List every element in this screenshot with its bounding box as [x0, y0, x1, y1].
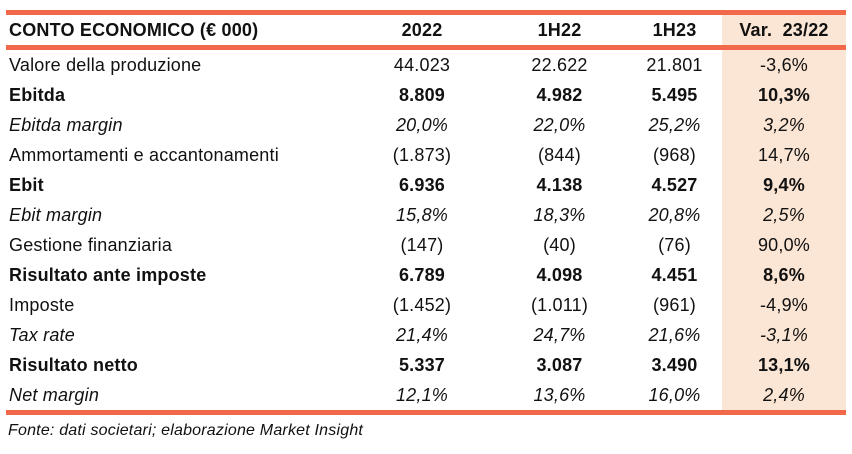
row-value-var: 14,7% [722, 140, 846, 170]
row-label: Tax rate [9, 324, 75, 345]
table-row: Imposte (1.452) (1.011) (961) -4,9% [6, 290, 846, 320]
row-label: Ebitda [9, 84, 66, 105]
row-value-var: 3,2% [722, 110, 846, 140]
row-value: 21.801 [646, 54, 703, 75]
row-label: Ebit margin [9, 204, 103, 225]
row-value-var: 9,4% [722, 170, 846, 200]
row-value: 24,7% [533, 324, 586, 345]
row-value-var: 8,6% [722, 260, 846, 290]
row-value: 13,6% [533, 384, 586, 405]
row-value: 21,6% [648, 324, 701, 345]
row-value-var: 2,5% [722, 200, 846, 230]
row-value: 5.337 [398, 354, 446, 375]
row-label: Imposte [9, 294, 75, 315]
row-value: 18,3% [533, 204, 586, 225]
row-value: 4.982 [536, 84, 583, 105]
table-bottom-border [6, 410, 846, 415]
row-value: 12,1% [395, 384, 449, 405]
row-value: 4.527 [651, 174, 698, 195]
row-label: Risultato netto [9, 354, 138, 375]
table-row: Valore della produzione 44.023 22.622 21.80… [6, 50, 846, 80]
income-statement-table: CONTO ECONOMICO (€ 000) 2022 1H22 1H23 V… [6, 10, 846, 415]
table-row: Net margin 12,1% 13,6% 16,0% 2,4% [6, 380, 846, 410]
table-title: CONTO ECONOMICO (€ 000) [9, 19, 259, 40]
row-value-var: -3,6% [722, 50, 846, 80]
column-header-1h23: 1H23 [652, 19, 697, 40]
row-value-var: -4,9% [722, 290, 846, 320]
row-value: 21,4% [395, 324, 449, 345]
row-value: 3.087 [536, 354, 583, 375]
row-value: 20,8% [648, 204, 701, 225]
row-value: 4.098 [536, 264, 583, 285]
table-row: Tax rate 21,4% 24,7% 21,6% -3,1% [6, 320, 846, 350]
row-label: Net margin [9, 384, 100, 405]
row-value-var: 10,3% [722, 80, 846, 110]
row-value: 4.138 [536, 174, 583, 195]
table-row: Ebitda margin 20,0% 22,0% 25,2% 3,2% [6, 110, 846, 140]
row-label: Ammortamenti e accantonamenti [9, 144, 279, 165]
row-value: 6.789 [398, 264, 446, 285]
row-value: 16,0% [648, 384, 701, 405]
row-value: (40) [543, 234, 576, 255]
table-row: Risultato ante imposte 6.789 4.098 4.451 8,6… [6, 260, 846, 290]
table-row: Ebit margin 15,8% 18,3% 20,8% 2,5% [6, 200, 846, 230]
row-value: 4.451 [651, 264, 698, 285]
row-label: Ebitda margin [9, 114, 123, 135]
row-label: Risultato ante imposte [9, 264, 207, 285]
row-value: 8.809 [398, 84, 446, 105]
row-value-var: -3,1% [722, 320, 846, 350]
table-row: Ebit 6.936 4.138 4.527 9,4% [6, 170, 846, 200]
row-value: (1.011) [530, 294, 589, 315]
row-value: 20,0% [395, 114, 449, 135]
row-value-var: 2,4% [722, 380, 846, 410]
row-value: 5.495 [651, 84, 698, 105]
header-divider [6, 45, 846, 50]
row-value: (76) [658, 234, 691, 255]
row-value: (844) [537, 144, 582, 165]
source-note: Fonte: dati societari; elaborazione Mark… [8, 422, 364, 439]
row-value: (1.873) [392, 144, 452, 165]
column-header-var: Var. 23/22 [722, 15, 846, 45]
row-value: (961) [652, 294, 697, 315]
row-value-var: 90,0% [722, 230, 846, 260]
table-top-border [6, 10, 846, 15]
row-label: Ebit [9, 174, 44, 195]
row-value: 15,8% [395, 204, 449, 225]
table-row: Ebitda 8.809 4.982 5.495 10,3% [6, 80, 846, 110]
column-header-2022: 2022 [401, 19, 443, 40]
row-value: 6.936 [398, 174, 446, 195]
row-value: (147) [400, 234, 444, 255]
row-label: Valore della produzione [9, 54, 202, 75]
table-row: Gestione finanziaria (147) (40) (76) 90,0% [6, 230, 846, 260]
table-row: Risultato netto 5.337 3.087 3.490 13,1% [6, 350, 846, 380]
row-value-var: 13,1% [722, 350, 846, 380]
table-header-row: CONTO ECONOMICO (€ 000) 2022 1H22 1H23 V… [6, 15, 846, 45]
row-value: 22.622 [531, 54, 588, 75]
row-value: 44.023 [393, 54, 451, 75]
column-header-1h22: 1H22 [537, 19, 582, 40]
row-value: (968) [652, 144, 697, 165]
row-label: Gestione finanziaria [9, 234, 173, 255]
row-value: 25,2% [648, 114, 701, 135]
table-row: Ammortamenti e accantonamenti (1.873) (844… [6, 140, 846, 170]
row-value: 3.490 [651, 354, 698, 375]
row-value: (1.452) [392, 294, 452, 315]
table-body: Valore della produzione 44.023 22.622 21.80… [6, 50, 846, 410]
row-value: 22,0% [533, 114, 586, 135]
